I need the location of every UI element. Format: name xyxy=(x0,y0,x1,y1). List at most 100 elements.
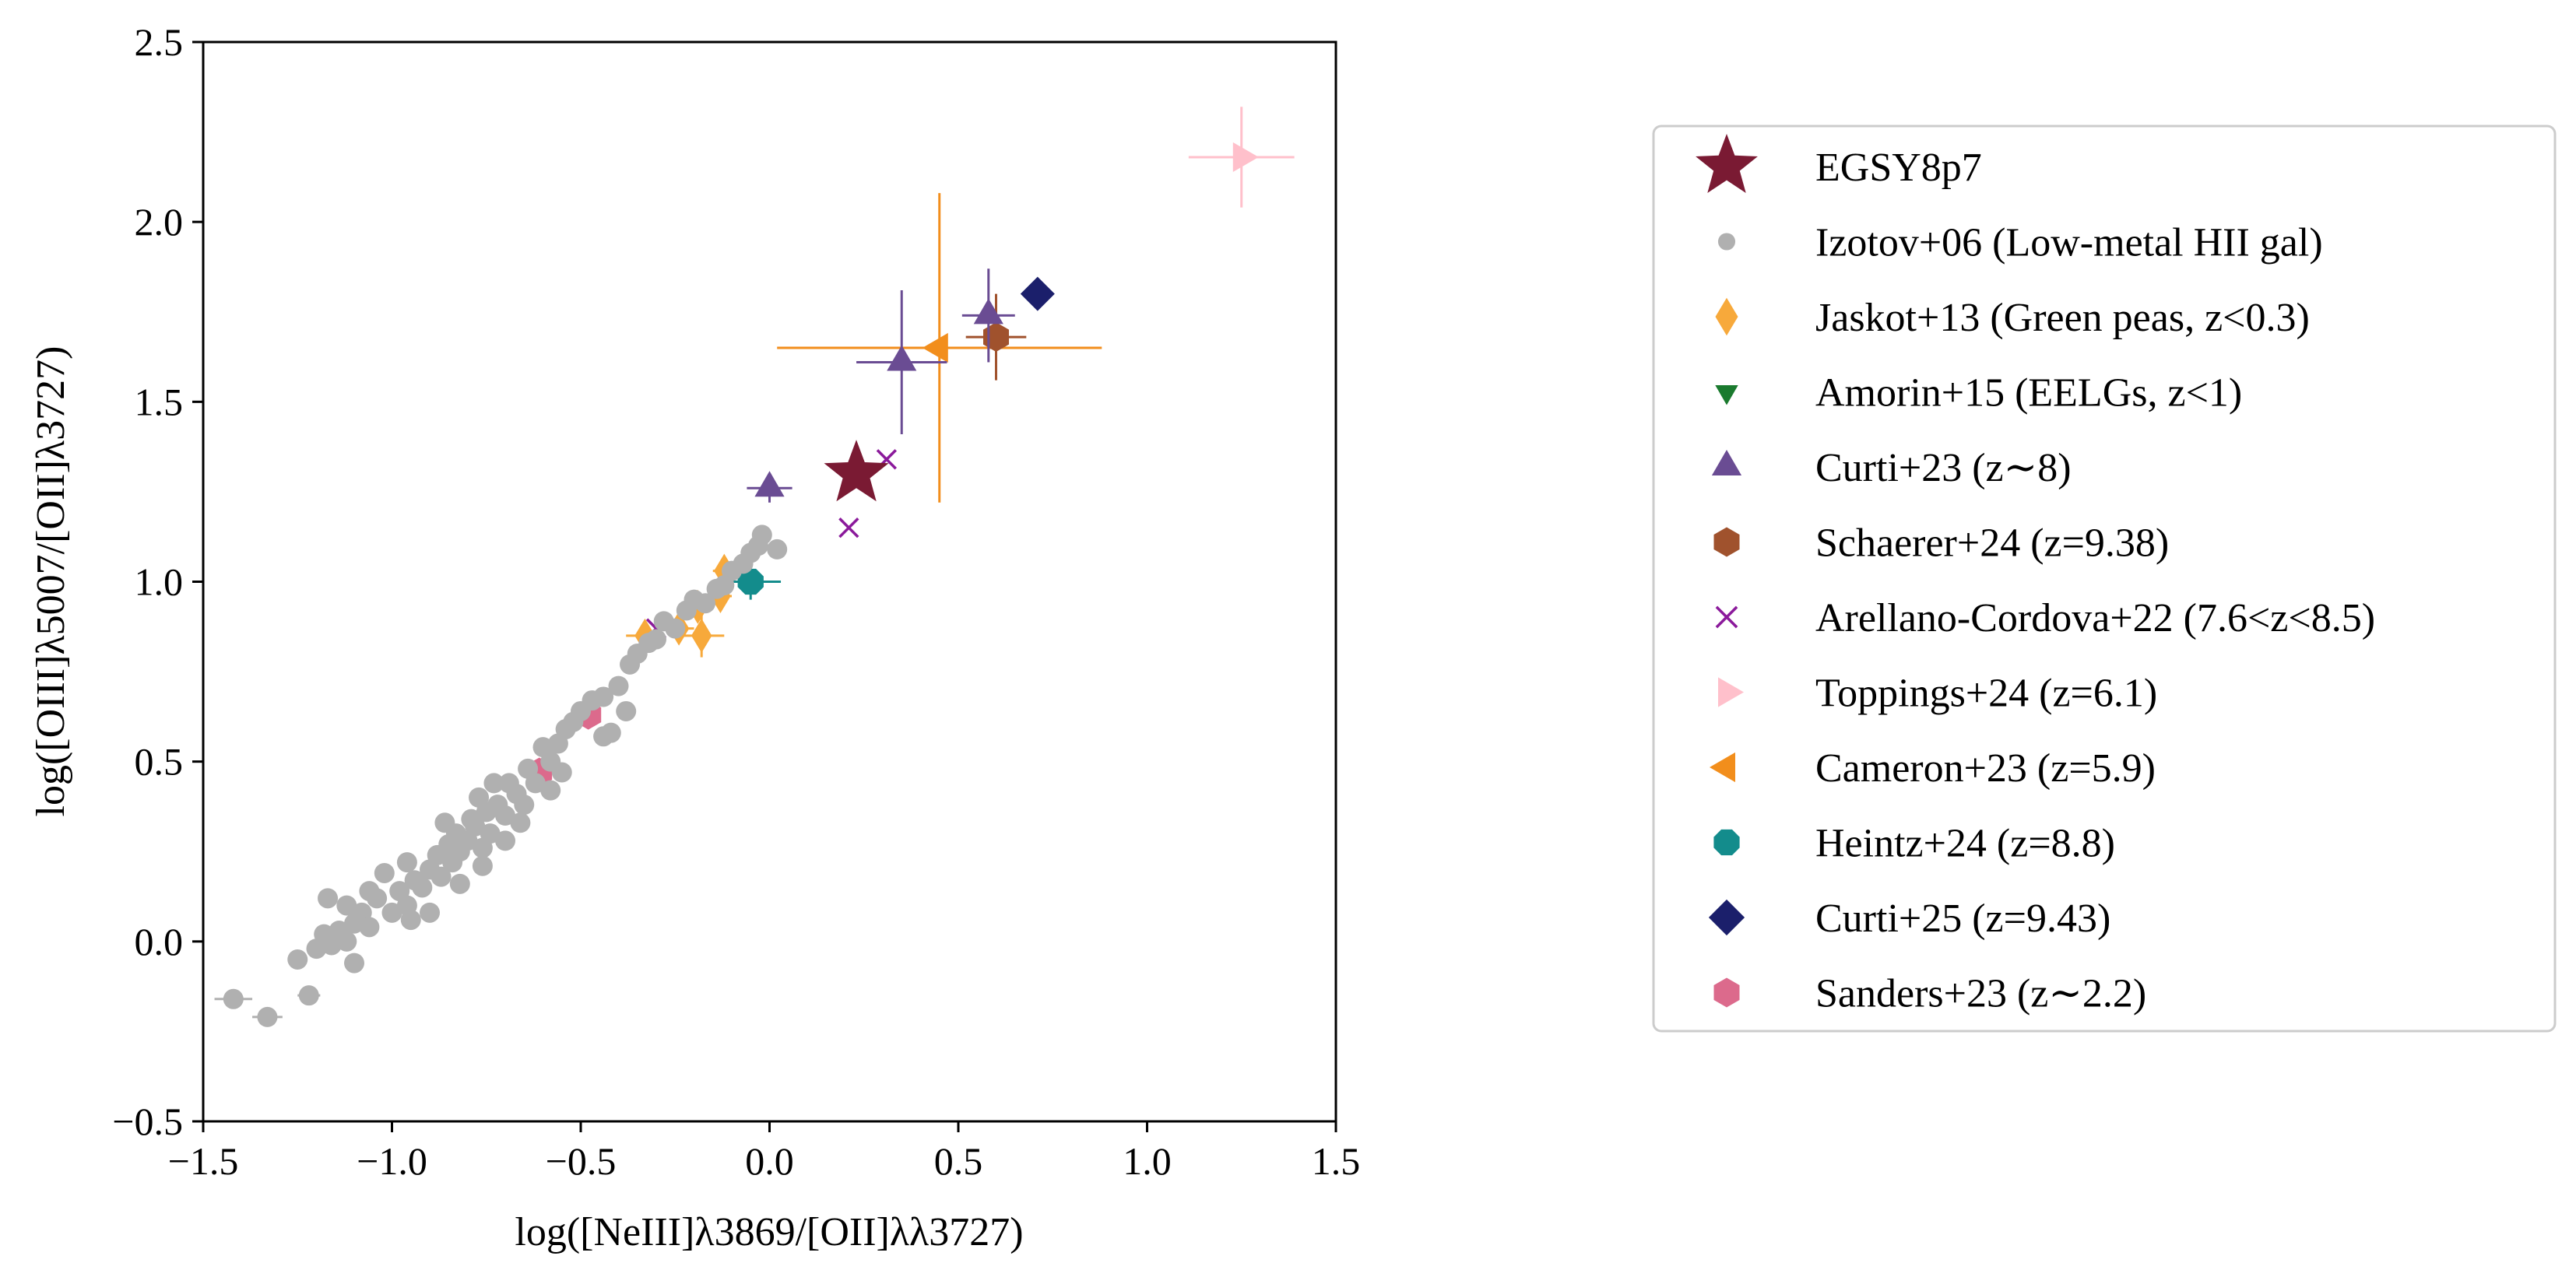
data-point xyxy=(298,985,319,1006)
data-point xyxy=(223,988,244,1009)
data-point xyxy=(400,910,421,931)
series-egsy8p7 xyxy=(824,440,889,502)
data-point xyxy=(593,726,614,747)
legend-label: Heintz+24 (z=8.8) xyxy=(1815,822,2115,866)
y-tick-label: 2.0 xyxy=(135,200,184,244)
y-tick-label: 1.5 xyxy=(135,380,184,423)
legend-marker xyxy=(1715,297,1738,336)
legend-item: Arellano-Cordova+22 (7.6<z<8.5) xyxy=(1715,596,2375,640)
x-axis-label: log([NeIII]λ3869/[OII]λλ3727) xyxy=(515,1210,1023,1254)
y-axis-label: log([OIII]λ5007/[OII]λ3727) xyxy=(29,346,73,817)
legend-item: Curti+23 (z∼8) xyxy=(1711,446,2072,490)
series-toppings xyxy=(1188,107,1295,208)
series-schaerer xyxy=(965,293,1027,381)
legend-item: Amorin+15 (EELGs, z<1) xyxy=(1715,371,2242,416)
series-izotov xyxy=(214,524,788,1027)
data-point xyxy=(287,949,308,970)
data-point xyxy=(593,686,614,707)
data-marks xyxy=(214,107,1295,1027)
x-tick-label: −1.0 xyxy=(357,1139,427,1183)
data-point xyxy=(754,471,785,497)
y-tick-label: 0.5 xyxy=(135,740,184,784)
data-point xyxy=(616,700,637,721)
legend-label: Schaerer+24 (z=9.38) xyxy=(1815,521,2169,566)
data-point xyxy=(691,618,712,653)
legend: EGSY8p7 Izotov+06 (Low-metal HII gal) Jask… xyxy=(1652,125,2557,1033)
data-point xyxy=(514,795,535,816)
legend-item: Sanders+23 (z∼2.2) xyxy=(1713,972,2146,1016)
legend-label: Izotov+06 (Low-metal HII gal) xyxy=(1815,221,2323,265)
legend-marker xyxy=(1717,233,1736,251)
legend-label: Jaskot+13 (Green peas, z<0.3) xyxy=(1815,296,2310,340)
series-cameron xyxy=(777,193,1102,503)
x-tick-label: 0.5 xyxy=(934,1139,983,1183)
data-point xyxy=(1020,276,1055,311)
data-point xyxy=(922,332,948,363)
data-point xyxy=(1232,142,1259,172)
y-tick-label: −0.5 xyxy=(112,1100,183,1143)
data-point xyxy=(396,852,417,873)
legend-marker xyxy=(1708,899,1745,936)
legend-item: Izotov+06 (Low-metal HII gal) xyxy=(1717,221,2323,265)
legend-label: Cameron+23 (z=5.9) xyxy=(1815,746,2156,791)
legend-item: Jaskot+13 (Green peas, z<0.3) xyxy=(1715,296,2310,340)
data-point xyxy=(887,345,917,371)
legend-frame xyxy=(1652,125,2557,1033)
data-point xyxy=(510,812,531,833)
series-curti xyxy=(747,268,1015,503)
x-tick-label: −1.5 xyxy=(168,1139,239,1183)
data-point xyxy=(465,816,486,837)
legend-marker xyxy=(1713,527,1740,557)
legend-label: EGSY8p7 xyxy=(1815,146,1982,190)
data-point xyxy=(257,1006,278,1027)
legend-marker xyxy=(1715,385,1738,405)
data-point xyxy=(824,440,889,502)
data-point xyxy=(608,675,629,696)
legend-marker xyxy=(1696,134,1758,193)
legend-marker xyxy=(1715,605,1738,629)
legend-marker xyxy=(1713,977,1740,1008)
data-point xyxy=(495,830,515,851)
y-tick-label: 1.0 xyxy=(135,560,184,604)
series-curti xyxy=(1020,276,1055,311)
data-point xyxy=(695,593,716,614)
legend-label: Sanders+23 (z∼2.2) xyxy=(1815,972,2146,1016)
data-point xyxy=(336,931,357,952)
x-tick-label: 1.0 xyxy=(1123,1139,1172,1183)
data-point xyxy=(472,855,493,876)
data-point xyxy=(540,780,561,801)
data-point xyxy=(381,902,402,923)
x-tick-label: −0.5 xyxy=(546,1139,617,1183)
data-point xyxy=(495,805,515,826)
data-point xyxy=(480,823,501,844)
legend-label: Arellano-Cordova+22 (7.6<z<8.5) xyxy=(1815,596,2375,640)
y-tick-label: 0.0 xyxy=(135,920,184,963)
data-point xyxy=(336,895,357,916)
data-point xyxy=(344,952,364,974)
legend-item: Cameron+23 (z=5.9) xyxy=(1710,746,2156,791)
legend-item: Heintz+24 (z=8.8) xyxy=(1713,822,2115,866)
legend-label: Amorin+15 (EELGs, z<1) xyxy=(1815,371,2242,416)
data-point xyxy=(737,568,764,595)
data-point xyxy=(412,877,433,898)
data-point xyxy=(449,873,470,894)
legend-marker xyxy=(1713,829,1740,856)
data-point xyxy=(751,524,772,546)
legend-item: Curti+25 (z=9.43) xyxy=(1708,896,2110,941)
legend-label: Curti+25 (z=9.43) xyxy=(1815,896,2110,941)
legend-marker xyxy=(1711,450,1742,475)
data-point xyxy=(646,629,666,650)
data-point xyxy=(359,917,380,938)
legend-label: Toppings+24 (z=6.1) xyxy=(1815,672,2157,716)
data-point xyxy=(483,773,504,794)
legend-marker xyxy=(1718,677,1744,707)
y-tick-label: 2.5 xyxy=(135,20,184,64)
legend-item: Toppings+24 (z=6.1) xyxy=(1718,672,2157,716)
axis-ticks: −1.5 −1.0 −0.5 0.0 0.5 1.0 1.5 −0.5 0.0 0.5 1.0 1.5… xyxy=(112,20,1360,1183)
data-point xyxy=(551,762,572,783)
data-point xyxy=(767,539,788,560)
data-point xyxy=(973,298,1003,325)
data-point xyxy=(431,866,452,887)
x-tick-label: 1.5 xyxy=(1312,1139,1361,1183)
